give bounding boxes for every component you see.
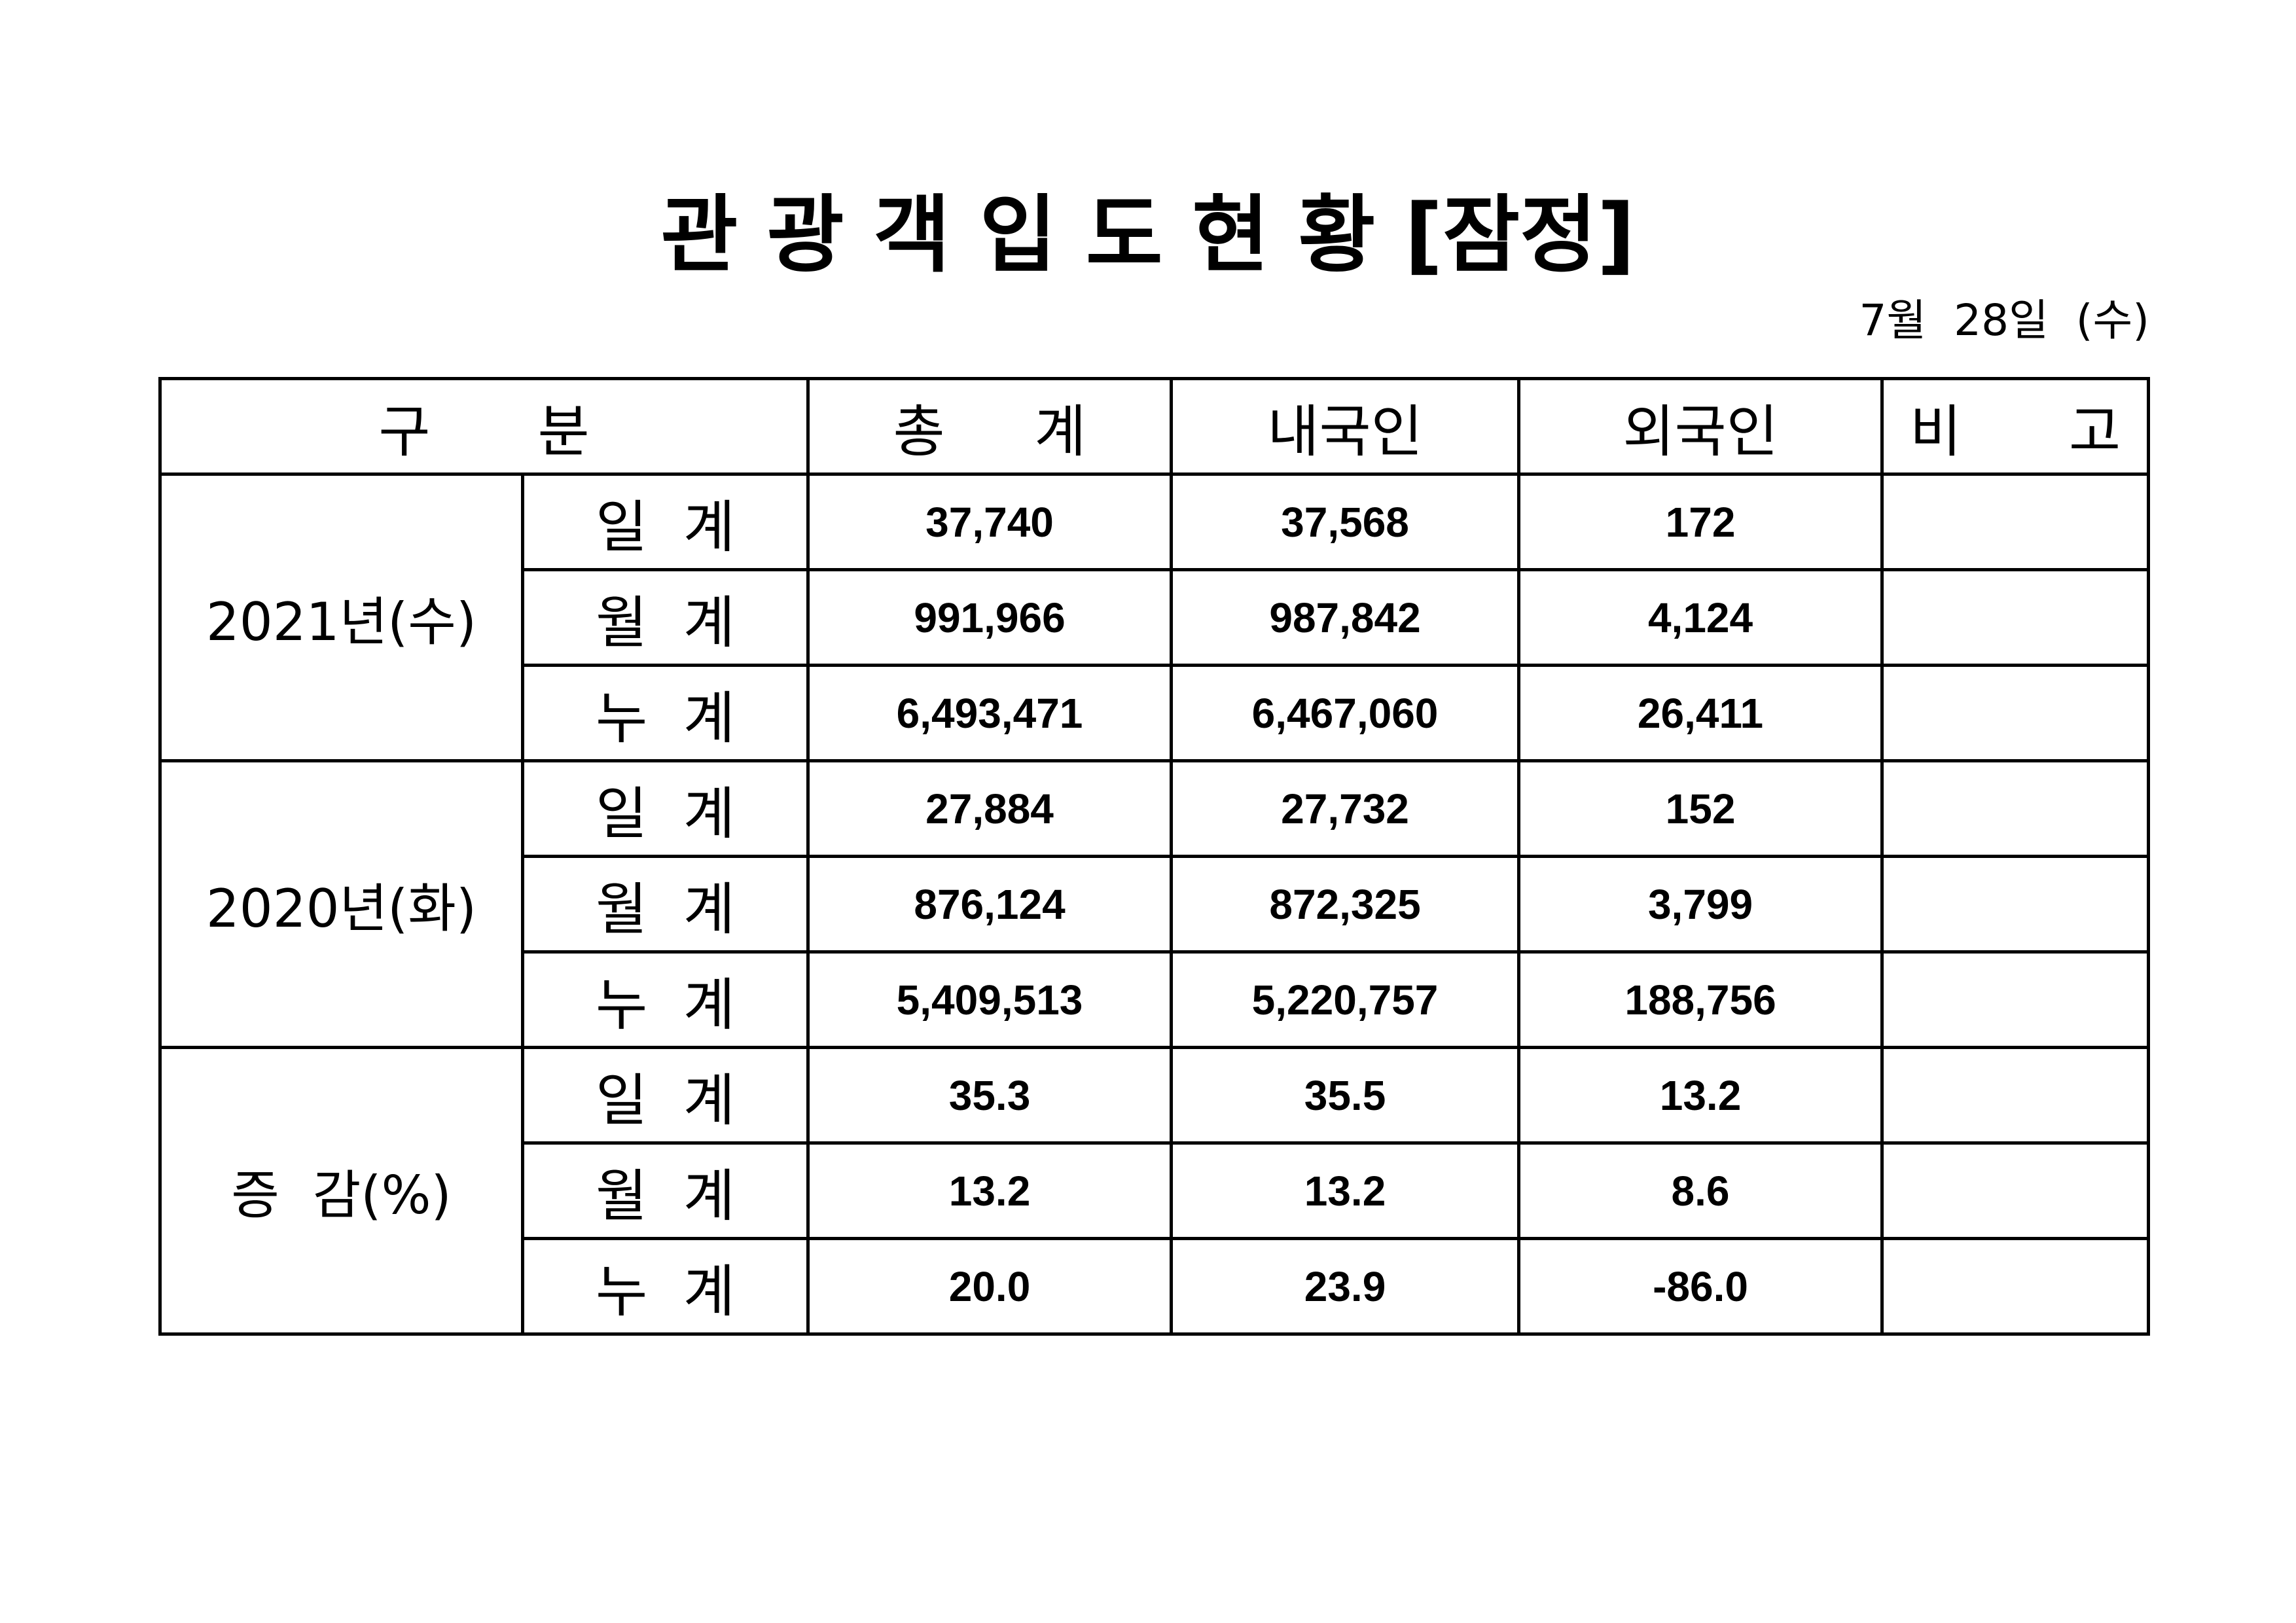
table-row: 월 계 13.2 13.2 8.6 (160, 1141, 2151, 1240)
row-label: 월 계 (520, 568, 810, 667)
header-row: 구 분 총 계 내국인 외국인 비 고 (158, 377, 2151, 476)
cell-total: 5,409,513 (806, 950, 1174, 1049)
cell-total: 27,884 (806, 759, 1174, 858)
cell-remarks (1880, 568, 2151, 667)
table-row: 2020년(화) 일 계 27,884 27,732 152 (158, 759, 2151, 1049)
cell-foreign: 13.2 (1517, 1046, 1884, 1145)
cell-remarks (1880, 759, 2151, 858)
table-row: 월 계 876,124 872,325 3,799 (160, 855, 2151, 954)
cell-domestic: 987,842 (1170, 568, 1521, 667)
cell-foreign: 8.6 (1517, 1141, 1884, 1240)
cell-domestic: 6,467,060 (1170, 664, 1521, 762)
cell-total: 6,493,471 (806, 664, 1174, 762)
cell-domestic: 872,325 (1170, 855, 1521, 954)
cell-remarks (1880, 664, 2151, 762)
tourist-arrivals-table: 구 분 총 계 내국인 외국인 비 고 2021년(수) 일 계 37,740 … (158, 377, 2151, 1336)
cell-foreign: 26,411 (1517, 664, 1884, 762)
cell-foreign: 4,124 (1517, 568, 1884, 667)
row-label: 월 계 (520, 855, 810, 954)
cell-total: 37,740 (806, 473, 1174, 571)
page-title: 관 광 객 입 도 현 황 [잠정] (660, 187, 1636, 284)
group-label-change: 증 감(%) (158, 1046, 524, 1336)
row-label: 누 계 (520, 664, 810, 762)
cell-total: 35.3 (806, 1046, 1174, 1145)
cell-domestic: 23.9 (1170, 1237, 1521, 1336)
cell-domestic: 27,732 (1170, 759, 1521, 858)
header-remarks: 비 고 (1880, 377, 2151, 476)
cell-remarks (1880, 1237, 2151, 1336)
cell-remarks (1880, 1141, 2151, 1240)
row-label: 누 계 (520, 950, 810, 1049)
report-date: 7월 28일 (수) (1859, 295, 2149, 346)
cell-foreign: -86.0 (1517, 1237, 1884, 1336)
cell-remarks (1880, 473, 2151, 571)
header-total: 총 계 (806, 377, 1174, 476)
row-label: 일 계 (520, 1046, 810, 1145)
group-label-2021: 2021년(수) (158, 473, 524, 762)
table-row: 누 계 20.0 23.9 -86.0 (160, 1237, 2151, 1336)
cell-remarks (1880, 855, 2151, 954)
cell-total: 991,966 (806, 568, 1174, 667)
cell-total: 13.2 (806, 1141, 1174, 1240)
row-label: 누 계 (520, 1237, 810, 1336)
table-row: 누 계 6,493,471 6,467,060 26,411 (160, 664, 2151, 762)
row-label: 월 계 (520, 1141, 810, 1240)
cell-foreign: 3,799 (1517, 855, 1884, 954)
cell-foreign: 188,756 (1517, 950, 1884, 1049)
cell-remarks (1880, 1046, 2151, 1145)
header-domestic: 내국인 (1170, 377, 1521, 476)
cell-domestic: 37,568 (1170, 473, 1521, 571)
table-row: 증 감(%) 일 계 35.3 35.5 13.2 (158, 1046, 2151, 1336)
cell-total: 20.0 (806, 1237, 1174, 1336)
cell-total: 876,124 (806, 855, 1174, 954)
cell-foreign: 152 (1517, 759, 1884, 858)
cell-domestic: 5,220,757 (1170, 950, 1521, 1049)
header-category: 구 분 (158, 377, 810, 476)
table-row: 월 계 991,966 987,842 4,124 (160, 568, 2151, 667)
cell-remarks (1880, 950, 2151, 1049)
group-label-2020: 2020년(화) (158, 759, 524, 1049)
cell-foreign: 172 (1517, 473, 1884, 571)
table-row: 2021년(수) 일 계 37,740 37,568 172 (158, 473, 2151, 762)
cell-domestic: 35.5 (1170, 1046, 1521, 1145)
header-foreign: 외국인 (1517, 377, 1884, 476)
cell-domestic: 13.2 (1170, 1141, 1521, 1240)
table-row: 누 계 5,409,513 5,220,757 188,756 (160, 950, 2151, 1049)
row-label: 일 계 (520, 473, 810, 571)
row-label: 일 계 (520, 759, 810, 858)
